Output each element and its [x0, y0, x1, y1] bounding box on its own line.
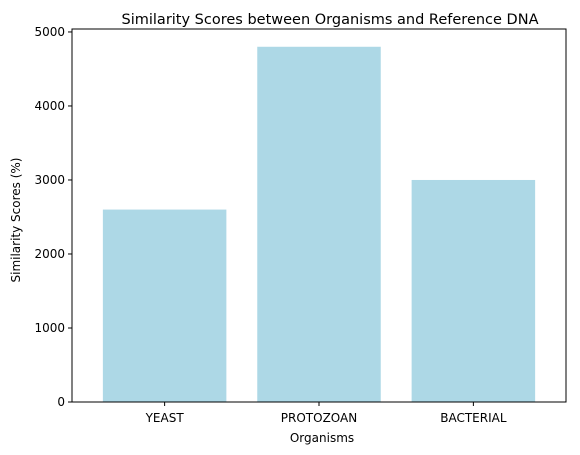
y-tick-label: 4000 — [34, 99, 65, 113]
y-tick-label: 3000 — [34, 173, 65, 187]
y-tick-label: 5000 — [34, 25, 65, 39]
bars-group — [102, 46, 536, 403]
x-axis-label: Organisms — [290, 431, 354, 445]
y-tick-label: 0 — [57, 395, 65, 409]
y-axis-ticks: 0 1000 2000 3000 4000 5000 — [34, 25, 72, 409]
x-tick-label: YEAST — [145, 411, 185, 425]
bar-bacterial — [411, 179, 536, 402]
plot-frame — [71, 28, 567, 403]
y-tick-label: 1000 — [34, 321, 65, 335]
y-axis-label: Similarity Scores (%) — [9, 158, 23, 283]
x-tick-label: BACTERIAL — [440, 411, 507, 425]
chart-title: Similarity Scores between Organisms and … — [122, 12, 539, 28]
x-tick-label: PROTOZOAN — [281, 411, 357, 425]
bar-protozoan — [257, 46, 381, 403]
bar-yeast — [102, 209, 227, 402]
x-axis-ticks: YEAST PROTOZOAN BACTERIAL — [145, 402, 507, 425]
y-tick-label: 2000 — [34, 247, 65, 261]
